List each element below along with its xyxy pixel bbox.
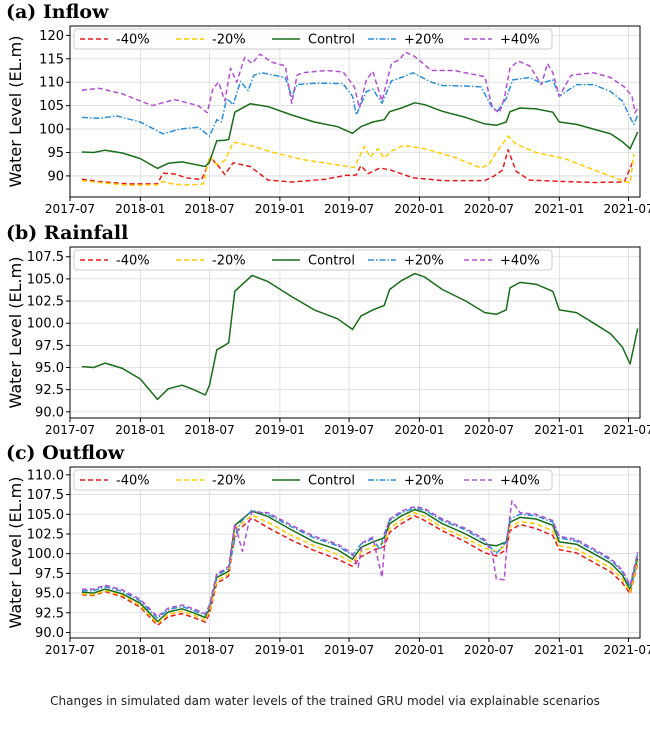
x-tick-label: 2020-01: [394, 643, 444, 657]
y-tick-label: 110.0: [27, 468, 64, 483]
x-tick-label: 2018-01: [115, 423, 165, 437]
chart-panel-1: 2017-07 2018-01 2018-07 2019-01 2019-07 2020-…: [6, 246, 650, 437]
y-tick-label: 90: [47, 169, 64, 184]
series-line-Control: [81, 272, 639, 401]
y-tick-label: 90.0: [35, 626, 64, 641]
legend: -40% -20% Control +20% +40%: [73, 249, 553, 271]
x-tick-label: 2021-01: [534, 202, 584, 216]
legend-label: -40%: [116, 254, 150, 269]
legend-box: [73, 469, 553, 491]
series-line--20pct: [81, 511, 639, 625]
y-tick-label: 95.0: [35, 361, 64, 376]
y-axis-label: Water Level (EL.m): [6, 477, 25, 629]
x-tick-label: 2020-07: [464, 423, 514, 437]
y-tick-label: 107.5: [27, 250, 64, 265]
x-tick-label: 2021-07: [603, 643, 650, 657]
series-line-+40pct: [81, 500, 639, 618]
panel-a-title: (a) Inflow: [6, 1, 109, 23]
x-tick-label: 2018-07: [184, 643, 234, 657]
charts-svg: 2017-07 2018-01 2018-07 2019-01 2019-07 2020-…: [6, 25, 650, 657]
x-tick-label: 2020-01: [394, 423, 444, 437]
x-tick-label: 2018-07: [184, 202, 234, 216]
x-tick-label: 2019-01: [255, 643, 305, 657]
x-tick-label: 2019-01: [255, 202, 305, 216]
x-tick-label: 2018-07: [184, 423, 234, 437]
x-tick-label: 2018-01: [115, 202, 165, 216]
x-tick-label: 2019-07: [324, 643, 374, 657]
chart-panel-0: 2017-07 2018-01 2018-07 2019-01 2019-07 2020-…: [6, 25, 650, 216]
legend-box: [73, 249, 553, 271]
panel-c-title: (c) Outflow: [6, 442, 125, 464]
y-tick-label: 110: [39, 76, 64, 91]
series-line-+20pct: [81, 72, 639, 137]
legend-label: +20%: [404, 254, 444, 269]
y-tick-label: 97.5: [35, 339, 64, 354]
y-tick-label: 100: [39, 123, 64, 138]
legend-label: -20%: [212, 254, 246, 269]
x-tick-label: 2021-07: [603, 423, 650, 437]
y-tick-label: 102.5: [27, 295, 64, 310]
y-tick-label: 97.5: [35, 567, 64, 582]
series-line-+20pct: [81, 507, 639, 620]
chart-panel-2: 2017-07 2018-01 2018-07 2019-01 2019-07 2020-…: [6, 466, 650, 657]
y-tick-label: 92.5: [35, 606, 64, 621]
x-tick-label: 2017-07: [45, 202, 95, 216]
legend-label: Control: [308, 474, 355, 489]
y-tick-label: 92.5: [35, 383, 64, 398]
legend-label: -20%: [212, 33, 246, 48]
y-tick-label: 105: [39, 99, 64, 114]
y-tick-label: 102.5: [27, 527, 64, 542]
series-line--40pct: [81, 515, 639, 627]
x-tick-label: 2021-07: [603, 202, 650, 216]
y-tick-label: 115: [39, 52, 64, 67]
legend-label: +20%: [404, 474, 444, 489]
y-tick-label: 95.0: [35, 587, 64, 602]
plot-frame: [69, 246, 641, 419]
legend: -40% -20% Control +20% +40%: [73, 28, 553, 50]
y-tick-label: 90.0: [35, 405, 64, 420]
y-axis-label: Water Level (EL.m): [6, 36, 25, 188]
legend-label: +40%: [500, 254, 540, 269]
x-tick-label: 2021-01: [534, 423, 584, 437]
series-line--40pct: [81, 148, 634, 185]
y-tick-label: 105.0: [27, 508, 64, 523]
y-tick-label: 100.0: [27, 317, 64, 332]
series-line-Control: [81, 508, 639, 623]
x-tick-label: 2019-07: [324, 202, 374, 216]
panel-b-title: (b) Rainfall: [6, 222, 129, 244]
legend-label: +40%: [500, 33, 540, 48]
x-tick-label: 2018-01: [115, 643, 165, 657]
legend-label: Control: [308, 254, 355, 269]
x-tick-label: 2020-01: [394, 202, 444, 216]
x-tick-label: 2021-01: [534, 643, 584, 657]
y-tick-label: 100.0: [27, 547, 64, 562]
y-tick-label: 105.0: [27, 272, 64, 287]
x-tick-label: 2017-07: [45, 423, 95, 437]
legend: -40% -20% Control +20% +40%: [73, 469, 553, 491]
legend-label: +20%: [404, 33, 444, 48]
x-tick-label: 2019-07: [324, 423, 374, 437]
x-tick-label: 2019-01: [255, 423, 305, 437]
x-tick-label: 2020-07: [464, 643, 514, 657]
plot-frame: [69, 466, 641, 639]
y-tick-label: 120: [39, 29, 64, 44]
legend-label: -40%: [116, 33, 150, 48]
x-tick-label: 2020-07: [464, 202, 514, 216]
series-line-Control: [81, 102, 639, 170]
y-axis-label: Water Level (EL.m): [6, 257, 25, 409]
series-line-+40pct: [81, 51, 639, 114]
y-tick-label: 107.5: [27, 488, 64, 503]
series-line--20pct: [81, 135, 635, 187]
legend-label: -40%: [116, 474, 150, 489]
legend-box: [73, 28, 553, 50]
plot-frame: [69, 25, 641, 198]
figure-caption: Changes in simulated dam water levels of…: [50, 694, 600, 708]
legend-label: Control: [308, 33, 355, 48]
x-tick-label: 2017-07: [45, 643, 95, 657]
legend-label: -20%: [212, 474, 246, 489]
legend-label: +40%: [500, 474, 540, 489]
y-tick-label: 95: [47, 146, 64, 161]
